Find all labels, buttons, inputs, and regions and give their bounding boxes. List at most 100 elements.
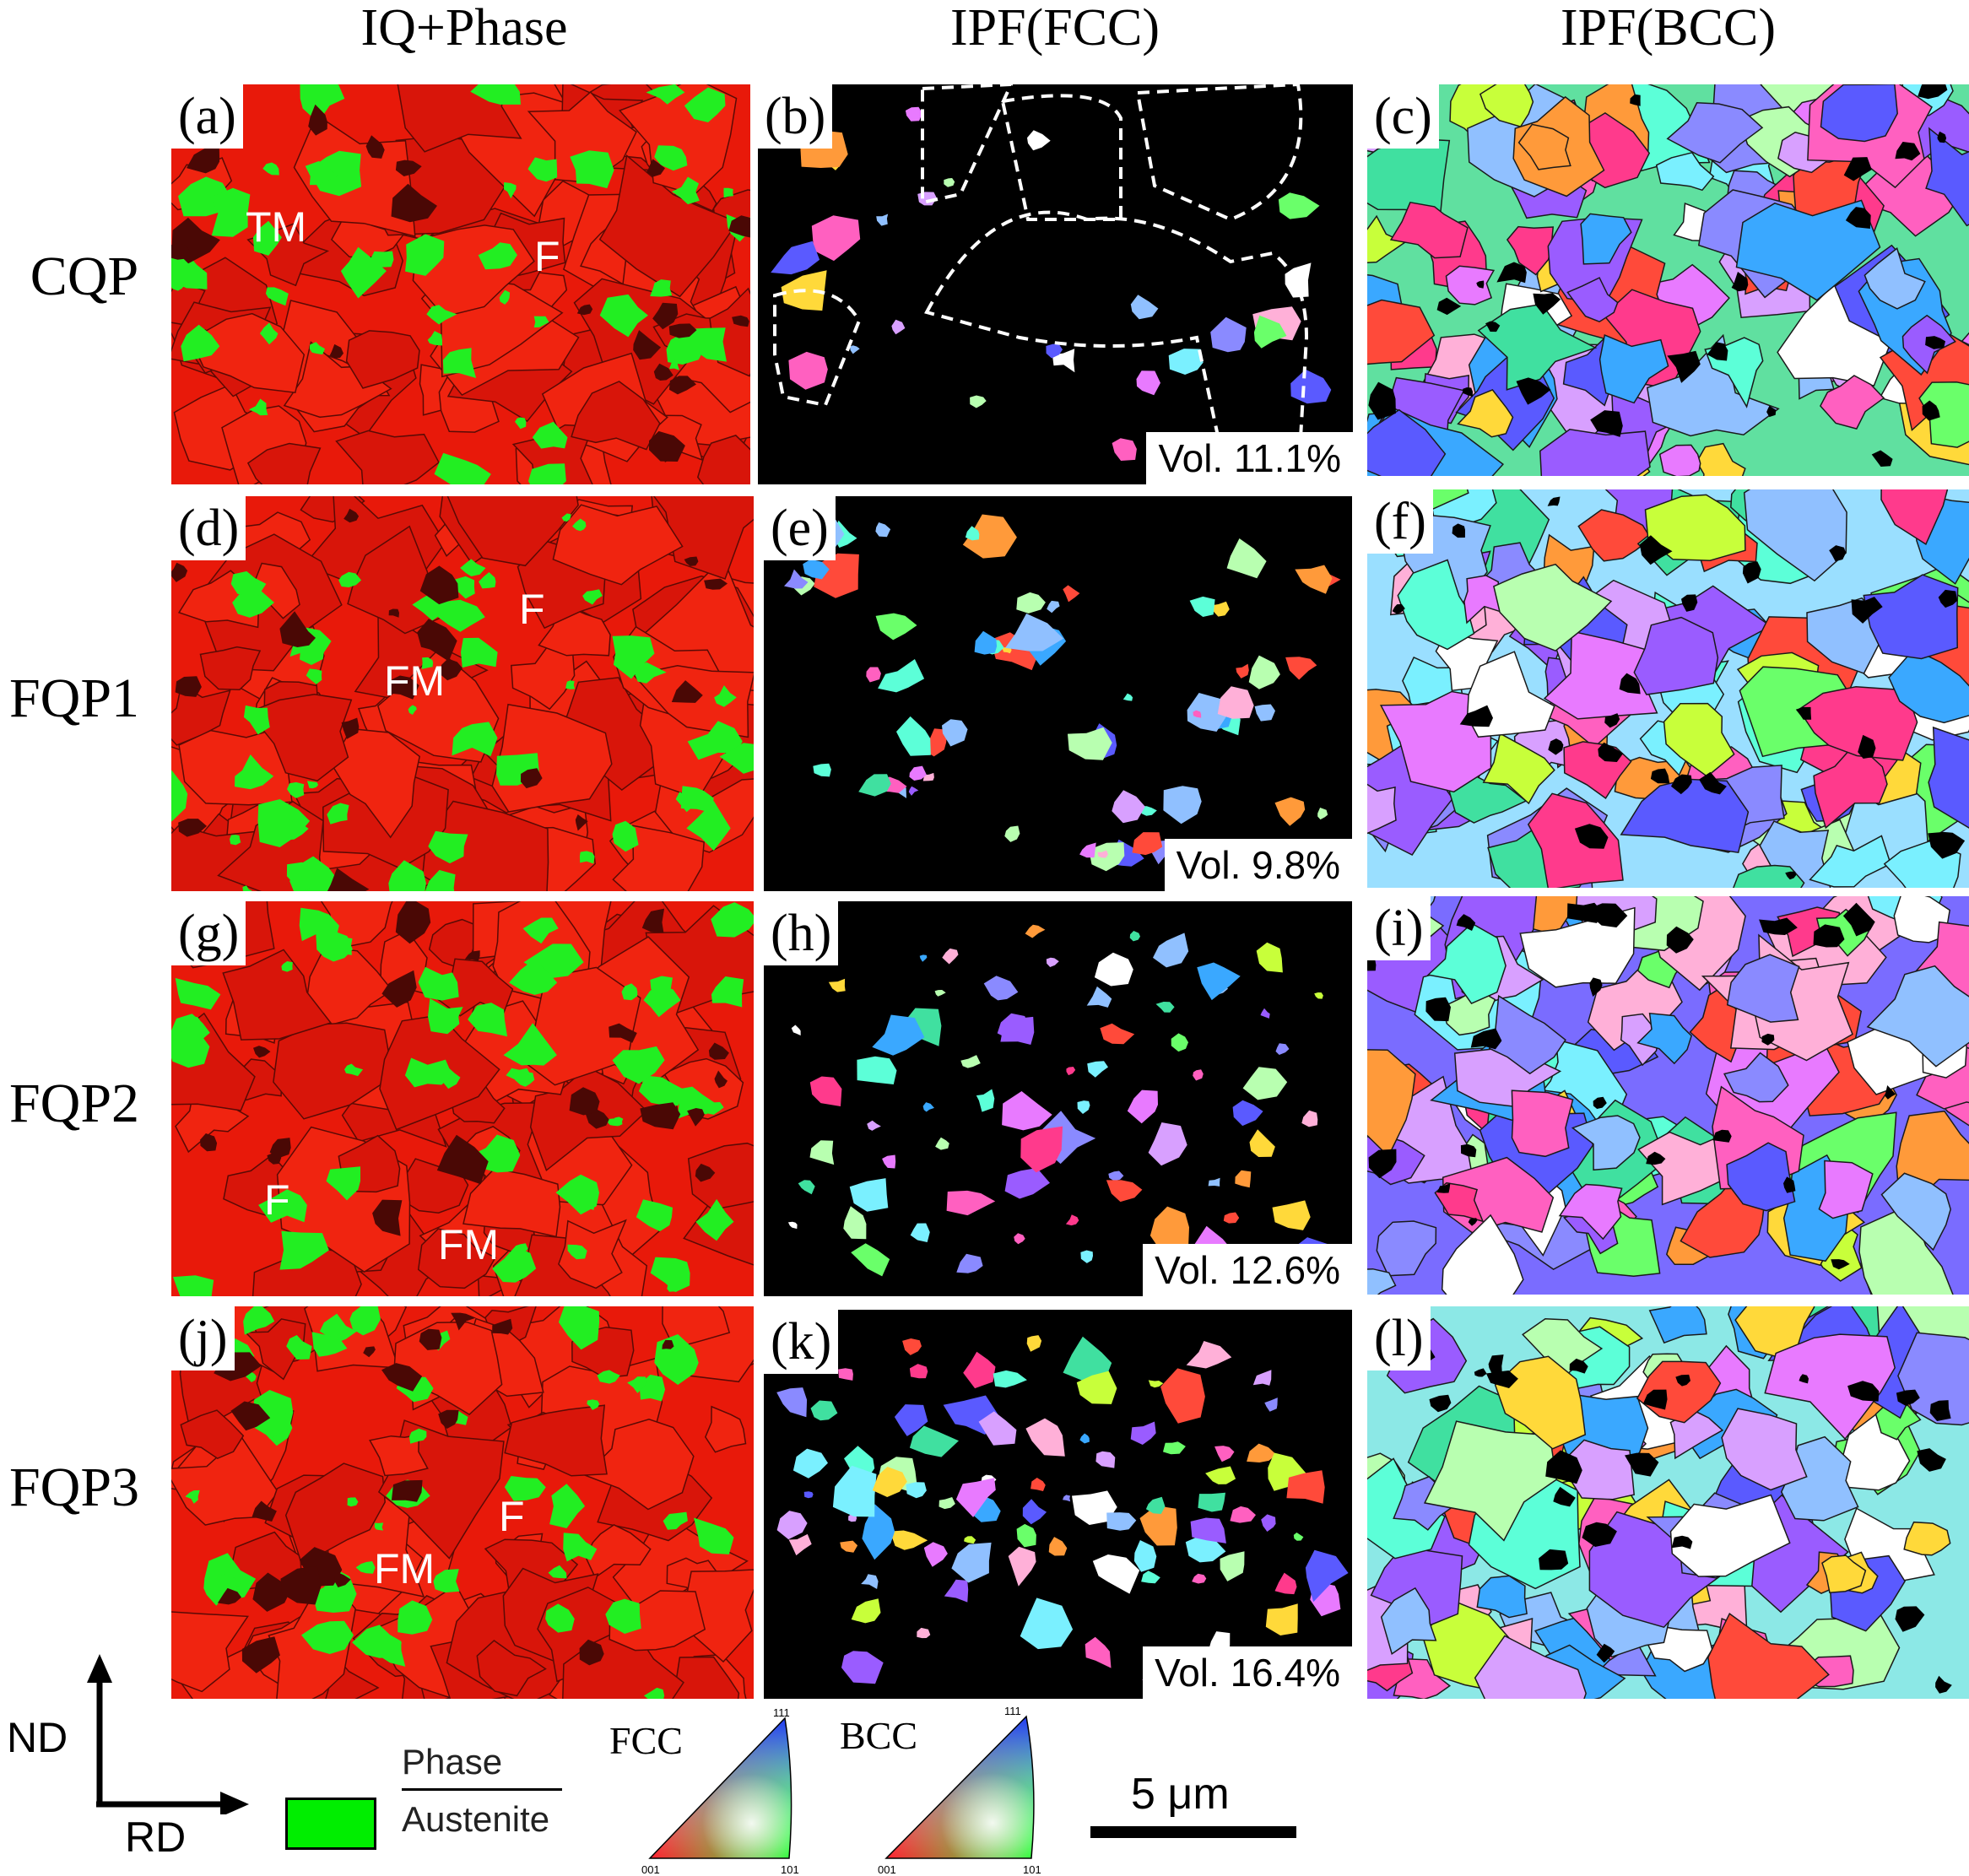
dark-boundary-region: [363, 1346, 376, 1358]
dark-boundary-region: [704, 578, 728, 590]
fcc-grain: [791, 1025, 801, 1035]
austenite-grain: [638, 1075, 688, 1106]
bcc-grain: [1723, 1052, 1789, 1103]
fcc-grain: [1089, 842, 1125, 872]
austenite-grain: [468, 1003, 508, 1037]
panel-label-h: (h): [764, 901, 839, 965]
fcc-grain: [1072, 1490, 1117, 1525]
fcc-grain: [1139, 1506, 1177, 1546]
fcc-grain: [862, 1504, 895, 1560]
austenite-grain: [504, 182, 517, 199]
austenite-grain: [404, 1057, 452, 1088]
triangle-corner-111: 111: [1004, 1705, 1021, 1717]
triangle-corner-101: 101: [781, 1863, 799, 1876]
bcc-grain: [1426, 922, 1507, 1005]
dark-boundary-region: [732, 315, 749, 327]
panel-g-iq-phase: (g) F FM: [171, 901, 754, 1296]
fcc-grain: [875, 522, 891, 538]
axis-arrows-icon: [87, 1654, 249, 1814]
austenite-grain: [428, 998, 463, 1035]
panel-label-g: (g): [171, 901, 246, 965]
austenite-grain: [398, 1600, 433, 1635]
austenite-grain: [555, 1174, 599, 1215]
dark-boundary-region: [381, 970, 417, 1008]
austenite-grain: [248, 398, 268, 416]
ferrite-grain: [171, 1611, 249, 1693]
fcc-grain: [1305, 1549, 1349, 1603]
fcc-grain: [1133, 1540, 1157, 1572]
austenite-grain: [470, 84, 521, 105]
unindexed-region: [1553, 1486, 1576, 1507]
fcc-grain: [1290, 369, 1332, 404]
fcc-grain: [1265, 1603, 1298, 1635]
fcc-grain: [1230, 1506, 1256, 1523]
unindexed-region: [1462, 387, 1473, 397]
bcc-grain: [1666, 102, 1764, 164]
bcc-grain: [1380, 1587, 1437, 1656]
fcc-grain: [922, 1102, 934, 1112]
ferrite-grain: [609, 1590, 706, 1652]
triangle-corner-111: 111: [773, 1708, 790, 1719]
fcc-grain: [1160, 1368, 1205, 1424]
fcc-grain: [1274, 1572, 1297, 1595]
austenite-grain: [259, 322, 279, 345]
unindexed-region: [1452, 523, 1465, 538]
fcc-grain: [1249, 1129, 1275, 1157]
row-header-fqp2: FQP2: [8, 1073, 140, 1134]
fcc-grain: [923, 1542, 948, 1567]
austenite-grain: [408, 1428, 427, 1444]
bcc-grain: [1620, 1013, 1660, 1067]
unindexed-region: [1831, 1259, 1850, 1270]
fcc-grain: [1076, 1371, 1117, 1404]
unindexed-region: [1474, 1368, 1487, 1377]
fcc-grain: [909, 1425, 959, 1457]
fcc-grain: [1016, 1523, 1036, 1548]
austenite-grain: [461, 637, 498, 668]
austenite-grain: [242, 885, 252, 891]
fcc-grain: [1068, 727, 1112, 760]
fcc-grain: [990, 632, 1040, 671]
panel-a-iq-phase: (a) TM F: [171, 84, 750, 484]
fcc-grain: [1141, 1571, 1160, 1584]
unindexed-region: [1456, 914, 1476, 931]
unindexed-region: [1539, 1549, 1569, 1571]
fcc-grain: [811, 215, 861, 262]
fcc-grain: [792, 1448, 828, 1479]
axis-label-nd: ND: [7, 1714, 68, 1761]
dark-boundary-region: [668, 323, 697, 338]
fcc-grain: [784, 569, 809, 589]
austenite-grain: [279, 1230, 329, 1270]
austenite-grain: [349, 1306, 381, 1336]
dark-boundary-region: [586, 1108, 609, 1129]
fcc-grain: [891, 319, 906, 335]
unindexed-region: [1625, 1452, 1659, 1477]
fcc-grain: [1048, 1537, 1068, 1556]
austenite-grain: [565, 680, 576, 689]
fcc-grain: [1211, 601, 1230, 617]
scale-bar-label: 5 μm: [1131, 1770, 1230, 1819]
unindexed-region: [1928, 831, 1966, 859]
dark-boundary-region: [438, 1409, 459, 1429]
austenite-grain: [252, 220, 282, 256]
bcc-grain: [1707, 1612, 1830, 1699]
unindexed-region: [1895, 142, 1921, 161]
unindexed-region: [1829, 545, 1847, 562]
dark-boundary-region: [684, 556, 699, 566]
bcc-grain: [1474, 1635, 1587, 1699]
fcc-grain: [776, 1387, 808, 1418]
austenite-grain: [597, 1370, 620, 1384]
unindexed-region: [1516, 377, 1551, 405]
marker-f: F: [534, 233, 560, 280]
fcc-grain: [851, 1243, 890, 1277]
austenite-grain: [587, 1399, 600, 1410]
austenite-grain: [316, 931, 353, 962]
fcc-grain: [849, 1178, 889, 1212]
dark-boundary-region: [171, 243, 190, 260]
unindexed-region: [1851, 597, 1883, 624]
ferrite-grain: [504, 1404, 608, 1477]
fcc-grain: [1027, 130, 1051, 151]
fcc-grain: [946, 1190, 996, 1216]
austenite-grain: [579, 851, 595, 864]
fcc-grain: [1193, 710, 1202, 718]
fcc-grain: [1242, 1067, 1288, 1100]
